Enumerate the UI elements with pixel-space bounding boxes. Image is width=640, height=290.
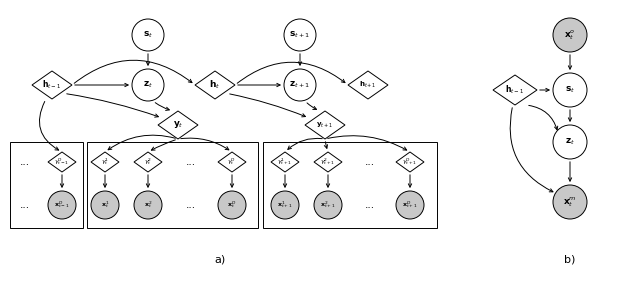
Circle shape xyxy=(553,125,587,159)
Circle shape xyxy=(553,18,587,52)
Text: $\mathbf{x}_t^1$: $\mathbf{x}_t^1$ xyxy=(100,200,109,211)
Circle shape xyxy=(553,185,587,219)
Text: $\mathbf{x}_t^m$: $\mathbf{x}_t^m$ xyxy=(563,195,577,209)
Circle shape xyxy=(271,191,299,219)
Polygon shape xyxy=(348,71,388,99)
Text: $\mathbf{x}_{t+1}^2$: $\mathbf{x}_{t+1}^2$ xyxy=(320,200,336,211)
Circle shape xyxy=(396,191,424,219)
Text: ...: ... xyxy=(20,200,30,210)
Text: $\gamma_t^1$: $\gamma_t^1$ xyxy=(101,157,109,167)
Text: ...: ... xyxy=(20,157,30,167)
Circle shape xyxy=(284,19,316,51)
Text: $\gamma_{t-1}^D$: $\gamma_{t-1}^D$ xyxy=(54,157,70,167)
Circle shape xyxy=(314,191,342,219)
Circle shape xyxy=(553,73,587,107)
Text: $\mathbf{x}_{t+1}^1$: $\mathbf{x}_{t+1}^1$ xyxy=(277,200,292,211)
Text: $\mathbf{z}_{t+1}$: $\mathbf{z}_{t+1}$ xyxy=(289,80,310,90)
Bar xyxy=(10,142,83,228)
Text: b): b) xyxy=(564,255,576,265)
Polygon shape xyxy=(396,152,424,172)
Text: $\mathbf{h}_t$: $\mathbf{h}_t$ xyxy=(209,79,221,91)
Text: $\gamma_{t+1}^2$: $\gamma_{t+1}^2$ xyxy=(321,157,335,167)
Text: $\mathbf{x}_t^o$: $\mathbf{x}_t^o$ xyxy=(564,28,576,42)
Text: $\mathbf{z}_t$: $\mathbf{z}_t$ xyxy=(143,80,153,90)
Circle shape xyxy=(48,191,76,219)
Circle shape xyxy=(132,19,164,51)
Text: ...: ... xyxy=(365,200,375,210)
Bar xyxy=(263,142,437,228)
Polygon shape xyxy=(195,71,235,99)
Text: $\mathbf{x}_t^D$: $\mathbf{x}_t^D$ xyxy=(227,200,237,211)
Circle shape xyxy=(91,191,119,219)
Polygon shape xyxy=(158,111,198,139)
Polygon shape xyxy=(218,152,246,172)
Text: $\gamma_{t+1}^1$: $\gamma_{t+1}^1$ xyxy=(277,157,292,167)
Text: a): a) xyxy=(214,255,226,265)
Text: $\mathbf{z}_t$: $\mathbf{z}_t$ xyxy=(565,137,575,147)
Text: $\mathbf{h}_{t+1}$: $\mathbf{h}_{t+1}$ xyxy=(359,80,377,90)
Polygon shape xyxy=(48,152,76,172)
Circle shape xyxy=(132,69,164,101)
Circle shape xyxy=(284,69,316,101)
Polygon shape xyxy=(91,152,119,172)
Text: $\mathbf{x}_t^2$: $\mathbf{x}_t^2$ xyxy=(144,200,152,211)
Text: ...: ... xyxy=(186,157,196,167)
Text: ...: ... xyxy=(186,200,196,210)
Text: $\gamma_t^D$: $\gamma_t^D$ xyxy=(227,157,237,167)
Circle shape xyxy=(134,191,162,219)
Text: $\mathbf{x}_{t-1}^D$: $\mathbf{x}_{t-1}^D$ xyxy=(54,200,70,211)
Bar xyxy=(87,142,258,228)
Text: $\mathbf{s}_t$: $\mathbf{s}_t$ xyxy=(143,30,153,40)
Circle shape xyxy=(218,191,246,219)
Polygon shape xyxy=(305,111,345,139)
Text: $\mathbf{s}_t$: $\mathbf{s}_t$ xyxy=(565,85,575,95)
Text: $\mathbf{x}_{t+1}^D$: $\mathbf{x}_{t+1}^D$ xyxy=(402,200,418,211)
Polygon shape xyxy=(32,71,72,99)
Text: $\mathbf{y}_{t+1}$: $\mathbf{y}_{t+1}$ xyxy=(316,120,333,130)
Text: $\mathbf{s}_{t+1}$: $\mathbf{s}_{t+1}$ xyxy=(289,30,310,40)
Polygon shape xyxy=(271,152,299,172)
Text: $\mathbf{h}_{t-1}$: $\mathbf{h}_{t-1}$ xyxy=(506,84,525,96)
Polygon shape xyxy=(493,75,537,105)
Polygon shape xyxy=(314,152,342,172)
Text: $\mathbf{y}_t$: $\mathbf{y}_t$ xyxy=(173,119,183,130)
Polygon shape xyxy=(134,152,162,172)
Text: $\gamma_t^2$: $\gamma_t^2$ xyxy=(144,157,152,167)
Text: $\gamma_{t+1}^D$: $\gamma_{t+1}^D$ xyxy=(403,157,417,167)
Text: $\mathbf{h}_{t-1}$: $\mathbf{h}_{t-1}$ xyxy=(42,79,61,91)
Text: ...: ... xyxy=(365,157,375,167)
